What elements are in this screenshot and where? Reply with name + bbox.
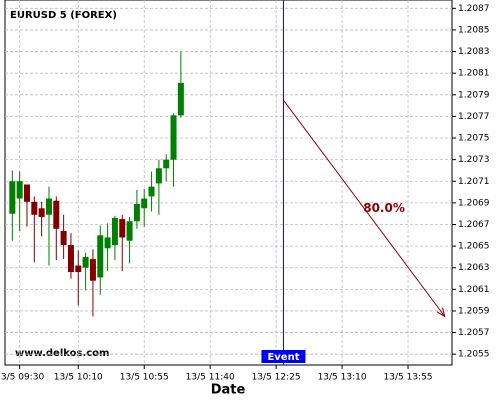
forecast-arrow: [283, 99, 446, 317]
candle-body: [148, 186, 155, 197]
candle-body: [16, 181, 23, 199]
candle-body: [104, 237, 111, 249]
candle-body: [119, 219, 126, 238]
x-tick-label: 13/5 13:55: [384, 373, 433, 383]
candle-body: [177, 82, 184, 116]
y-tick-label: 1.2065: [458, 242, 490, 252]
y-tick-label: 1.2067: [458, 220, 490, 230]
candle-body: [75, 265, 82, 273]
forecast-label: 80.0%: [363, 201, 405, 215]
candle-body: [45, 198, 52, 215]
y-tick-label: 1.2063: [458, 263, 490, 273]
candle-body: [141, 198, 148, 209]
event-label-bg: [261, 350, 306, 363]
x-tick-label: 13/5 12:25: [252, 373, 301, 383]
x-tick-label: 13/5 10:10: [54, 373, 103, 383]
y-tick-label: 1.2087: [458, 4, 490, 14]
candle-body: [53, 200, 60, 229]
x-tick-label: 13/5 13:10: [318, 373, 367, 383]
candle-body: [126, 221, 133, 241]
x-tick-label: 13/5 11:40: [186, 373, 235, 383]
y-tick-label: 1.2059: [458, 306, 490, 316]
y-tick-label: 1.2071: [458, 177, 490, 187]
y-tick-label: 1.2083: [458, 47, 490, 57]
candle-body: [23, 184, 30, 202]
y-tick-label: 1.2061: [458, 285, 490, 295]
candle-body: [89, 259, 96, 281]
y-tick-label: 1.2069: [458, 198, 490, 208]
x-tick-label: 13/5 09:30: [0, 373, 44, 383]
plot-area: [4, 0, 453, 366]
candle-body: [111, 218, 118, 246]
arrow-head: [436, 307, 446, 318]
y-tick-label: 1.2077: [458, 112, 490, 122]
y-tick-label: 1.2073: [458, 155, 490, 165]
candle-body: [82, 256, 89, 268]
y-tick-label: 1.2081: [458, 69, 490, 79]
candle-body: [170, 115, 177, 160]
candle-body: [31, 201, 38, 215]
watermark: www.delkos.com: [15, 348, 109, 359]
y-tick-label: 1.2079: [458, 90, 490, 100]
candle-body: [38, 208, 45, 217]
y-tick-label: 1.2057: [458, 328, 490, 338]
candle-body: [155, 168, 162, 184]
x-axis-title: Date: [211, 383, 246, 398]
event-label: Event: [267, 352, 299, 363]
candle-body: [9, 181, 16, 214]
candle-body: [163, 159, 170, 169]
candle-body: [67, 245, 74, 273]
candle-body: [133, 203, 140, 222]
chart-title: EURUSD 5 (FOREX): [10, 10, 117, 21]
y-tick-label: 1.2085: [458, 25, 490, 35]
y-tick-label: 1.2075: [458, 134, 490, 144]
candle-body: [97, 235, 104, 278]
candle-body: [60, 230, 67, 246]
y-tick-label: 1.2055: [458, 350, 490, 360]
x-tick-label: 13/5 10:55: [120, 373, 169, 383]
